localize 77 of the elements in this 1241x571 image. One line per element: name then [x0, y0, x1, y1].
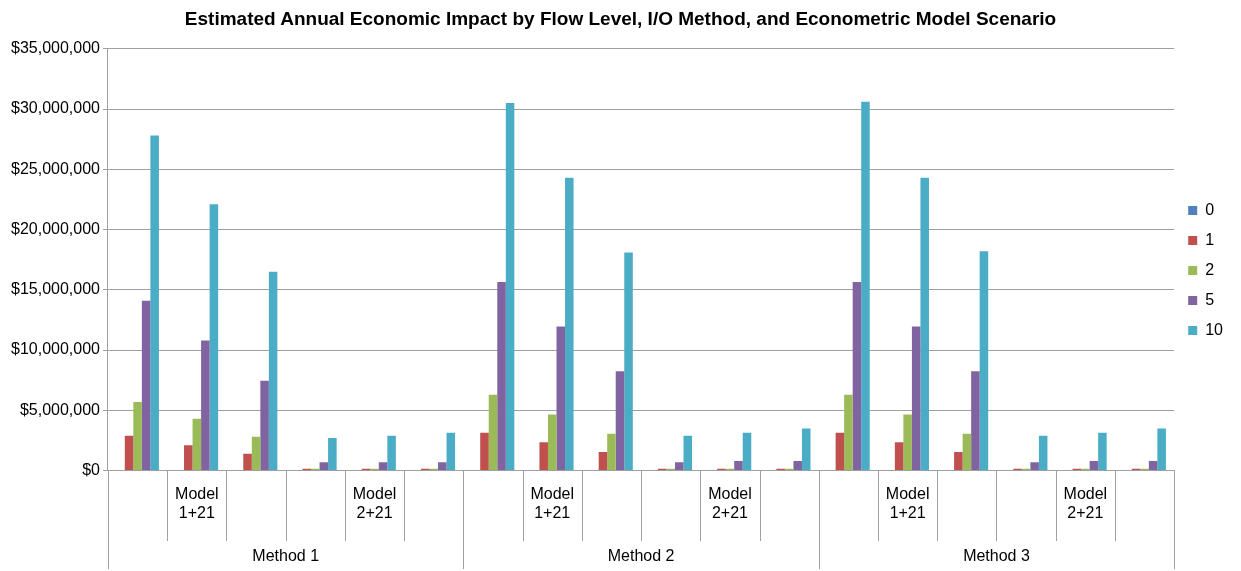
bar: [844, 394, 853, 471]
bar: [488, 394, 498, 471]
bar: [979, 251, 989, 471]
chart-title: Estimated Annual Economic Impact by Flow Level, I/O Method, and Econometric Model Scenario: [184, 7, 1057, 29]
bar: [793, 460, 802, 471]
legend-label: 1: [1205, 230, 1215, 248]
x-tick-label: Model 1+21: [175, 484, 219, 521]
legend-label: 0: [1205, 200, 1215, 218]
bar: [268, 271, 278, 471]
bar: [852, 282, 862, 471]
bar: [920, 177, 929, 471]
bar: [539, 442, 548, 471]
bar: [565, 177, 574, 471]
bar: [251, 436, 261, 471]
bar: [1089, 460, 1099, 471]
bar: [971, 371, 980, 471]
legend-label: 10: [1205, 320, 1224, 338]
bar: [209, 204, 219, 471]
bar: [1157, 428, 1166, 471]
bar: [243, 453, 252, 471]
bar: [835, 432, 845, 471]
legend-label: 2: [1205, 260, 1215, 278]
y-tick-label: $5,000,000: [19, 400, 101, 418]
bar: [962, 433, 972, 471]
bar: [124, 435, 134, 471]
text: Method 1: [252, 547, 320, 565]
bar: [480, 432, 489, 471]
bar: [378, 462, 388, 471]
bar: [624, 252, 633, 471]
bar: [683, 435, 693, 471]
bar: [1030, 462, 1039, 471]
bar: [184, 445, 193, 471]
x-tick-label: Model 2+21: [352, 484, 397, 521]
text: Method 2: [607, 547, 675, 565]
bar: [328, 438, 337, 471]
x-tick-label: Model 1+21: [885, 484, 930, 521]
bar: [556, 326, 566, 471]
bar: [861, 101, 870, 471]
y-tick-label: $25,000,000: [10, 159, 101, 177]
bar: [903, 414, 912, 471]
bar: [446, 432, 456, 471]
bar: [1098, 432, 1107, 471]
x-tick-label: Model 2+21: [1063, 484, 1108, 521]
bar: [742, 432, 752, 471]
bar: [505, 103, 515, 471]
bar: [911, 326, 921, 471]
y-tick-label: $30,000,000: [10, 99, 101, 117]
bar: [674, 462, 684, 471]
bar: [497, 282, 506, 471]
bar: [133, 401, 142, 471]
bar: [260, 380, 269, 471]
bar: [438, 462, 447, 471]
y-tick-label: $10,000,000: [10, 340, 101, 358]
bar: [141, 300, 151, 471]
bar: [954, 451, 963, 471]
bar: [201, 340, 210, 471]
y-tick-label: $0: [82, 461, 101, 479]
bar: [547, 414, 557, 471]
bar: [607, 433, 616, 471]
bar: [734, 460, 743, 471]
bar: [387, 435, 396, 471]
bar: [1038, 435, 1048, 471]
bar: [894, 442, 904, 471]
bar: [801, 428, 811, 471]
bar: [192, 418, 202, 471]
y-tick-label: $15,000,000: [10, 280, 101, 298]
y-tick-label: $35,000,000: [10, 39, 101, 57]
x-tick-label: Model 1+21: [530, 484, 575, 521]
bar: [598, 451, 608, 471]
x-tick-label: Model 2+21: [708, 484, 752, 521]
bar: [1148, 460, 1158, 471]
bar: [150, 135, 159, 471]
bar: [615, 371, 625, 471]
y-tick-label: $20,000,000: [10, 219, 101, 237]
text: Method 3: [963, 547, 1030, 565]
bar: [319, 462, 329, 471]
legend-label: 5: [1205, 290, 1215, 308]
